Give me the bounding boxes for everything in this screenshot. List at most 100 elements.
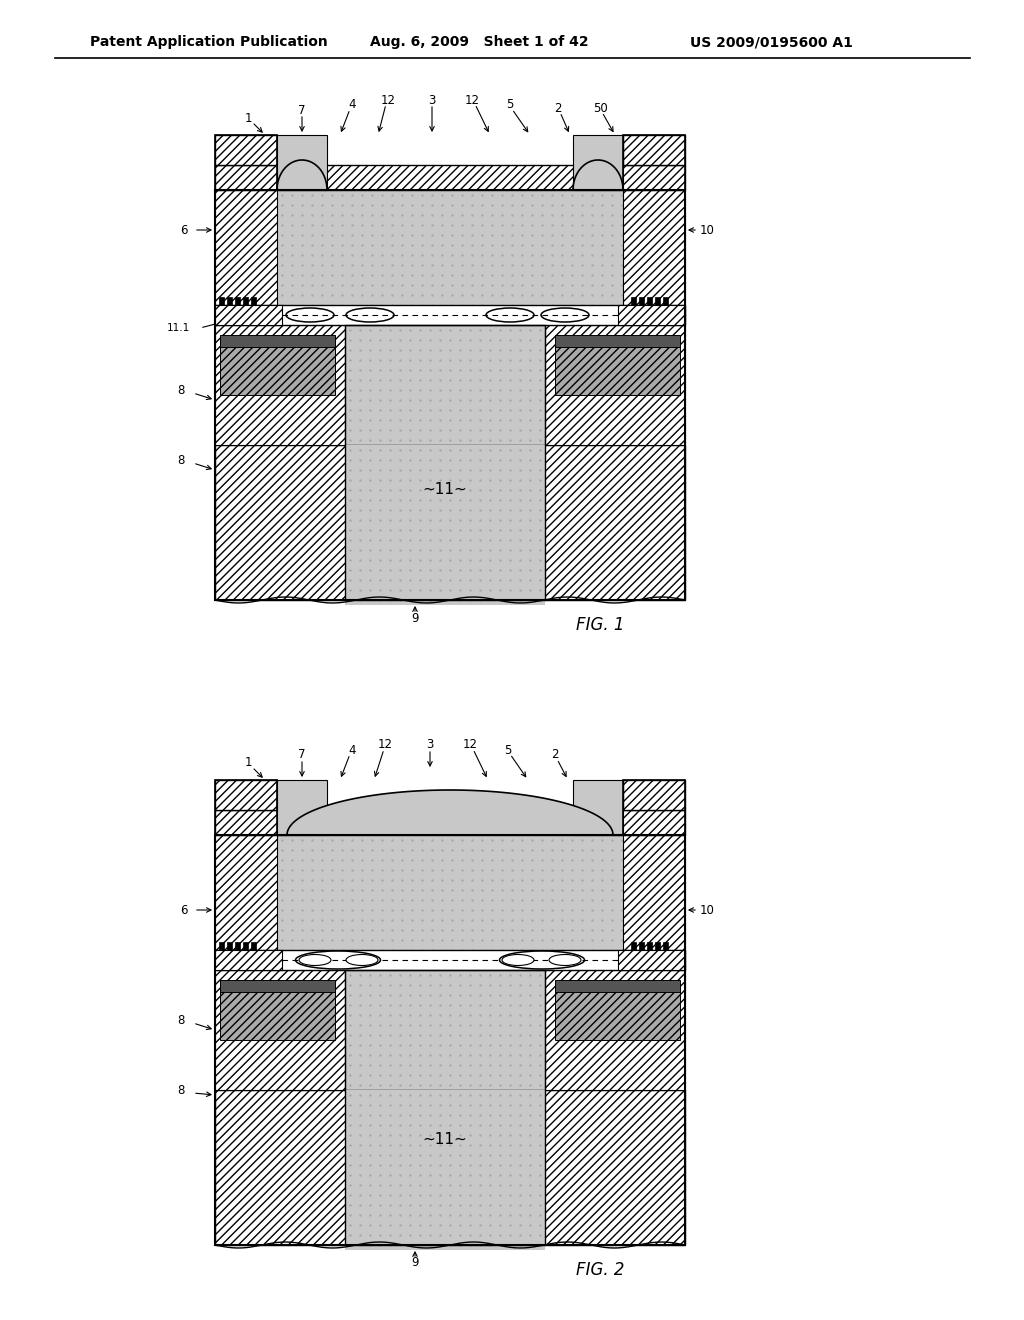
Bar [647, 942, 652, 950]
Text: 1: 1 [245, 111, 252, 124]
Polygon shape [278, 190, 623, 305]
Text: 2: 2 [554, 102, 562, 115]
Bar [243, 297, 248, 305]
Bar [243, 942, 248, 950]
Bar [215, 836, 685, 1245]
Bar [663, 297, 668, 305]
Bar [573, 780, 623, 836]
Text: 12: 12 [463, 738, 477, 751]
Bar [234, 942, 240, 950]
Text: 5: 5 [504, 743, 512, 756]
Bar [215, 305, 685, 325]
Ellipse shape [286, 308, 334, 322]
Text: 1: 1 [245, 756, 252, 770]
Text: 2: 2 [551, 748, 559, 762]
Text: FIG. 1: FIG. 1 [575, 616, 625, 634]
Bar [215, 1090, 685, 1245]
Text: 4: 4 [348, 99, 355, 111]
Bar [647, 297, 652, 305]
Text: 12: 12 [465, 94, 479, 107]
Text: 10: 10 [700, 223, 715, 236]
Text: 8: 8 [177, 454, 185, 466]
Text: 10: 10 [700, 903, 715, 916]
Bar [345, 325, 545, 601]
Text: 4: 4 [348, 743, 355, 756]
Bar [227, 297, 232, 305]
Text: 6: 6 [180, 903, 188, 916]
Bar [227, 942, 232, 950]
Bar [618, 305, 685, 325]
Bar [623, 135, 685, 165]
Text: US 2009/0195600 A1: US 2009/0195600 A1 [690, 36, 853, 49]
Bar [278, 780, 327, 836]
Bar [278, 135, 327, 190]
Text: 8: 8 [177, 1084, 185, 1097]
Bar [623, 190, 685, 305]
Ellipse shape [500, 950, 585, 969]
Ellipse shape [541, 308, 589, 322]
Text: 3: 3 [426, 738, 434, 751]
Bar [220, 335, 335, 347]
Polygon shape [345, 305, 545, 445]
Ellipse shape [296, 950, 381, 969]
Bar [631, 942, 636, 950]
Bar [545, 970, 685, 1090]
Bar [220, 979, 335, 993]
Bar [219, 297, 224, 305]
Text: 12: 12 [381, 94, 395, 107]
Bar [618, 950, 685, 970]
Text: 50: 50 [593, 102, 607, 115]
Text: 7: 7 [298, 748, 306, 762]
Polygon shape [345, 445, 545, 605]
Bar [215, 305, 282, 325]
Bar [345, 970, 545, 1245]
Ellipse shape [486, 308, 534, 322]
Bar [573, 135, 623, 190]
Ellipse shape [549, 954, 581, 965]
Bar [215, 445, 685, 601]
Bar [555, 335, 680, 347]
Bar [555, 341, 680, 395]
Text: 8: 8 [177, 384, 185, 396]
Ellipse shape [346, 954, 378, 965]
Text: ~11~: ~11~ [423, 483, 467, 498]
Bar [215, 970, 345, 1090]
Text: Patent Application Publication: Patent Application Publication [90, 36, 328, 49]
Bar [215, 325, 345, 445]
Bar [631, 297, 636, 305]
Text: 3: 3 [428, 94, 435, 107]
Bar [215, 190, 278, 305]
Bar [623, 780, 685, 836]
Text: 6: 6 [180, 223, 188, 236]
Bar [623, 135, 685, 190]
Text: 7: 7 [298, 103, 306, 116]
Ellipse shape [346, 308, 394, 322]
Bar [251, 942, 256, 950]
Ellipse shape [299, 954, 331, 965]
Bar [639, 297, 644, 305]
Bar [215, 810, 685, 836]
Bar [555, 979, 680, 993]
Text: 8: 8 [177, 1014, 185, 1027]
Bar [215, 190, 685, 601]
Bar [639, 942, 644, 950]
Bar [219, 942, 224, 950]
Bar [215, 780, 278, 836]
Text: 9: 9 [412, 1257, 419, 1270]
Bar [215, 135, 278, 165]
Bar [215, 780, 278, 810]
Text: FIG. 2: FIG. 2 [575, 1261, 625, 1279]
Bar [663, 942, 668, 950]
Bar [215, 950, 282, 970]
Bar [623, 780, 685, 810]
Ellipse shape [502, 954, 534, 965]
Text: Aug. 6, 2009   Sheet 1 of 42: Aug. 6, 2009 Sheet 1 of 42 [370, 36, 589, 49]
Text: 12: 12 [378, 738, 392, 751]
Bar [251, 297, 256, 305]
Bar [623, 836, 685, 950]
Bar [215, 836, 278, 950]
Bar [215, 135, 278, 190]
Text: ~11~: ~11~ [423, 1133, 467, 1147]
Text: 9: 9 [412, 611, 419, 624]
Bar [215, 165, 685, 190]
